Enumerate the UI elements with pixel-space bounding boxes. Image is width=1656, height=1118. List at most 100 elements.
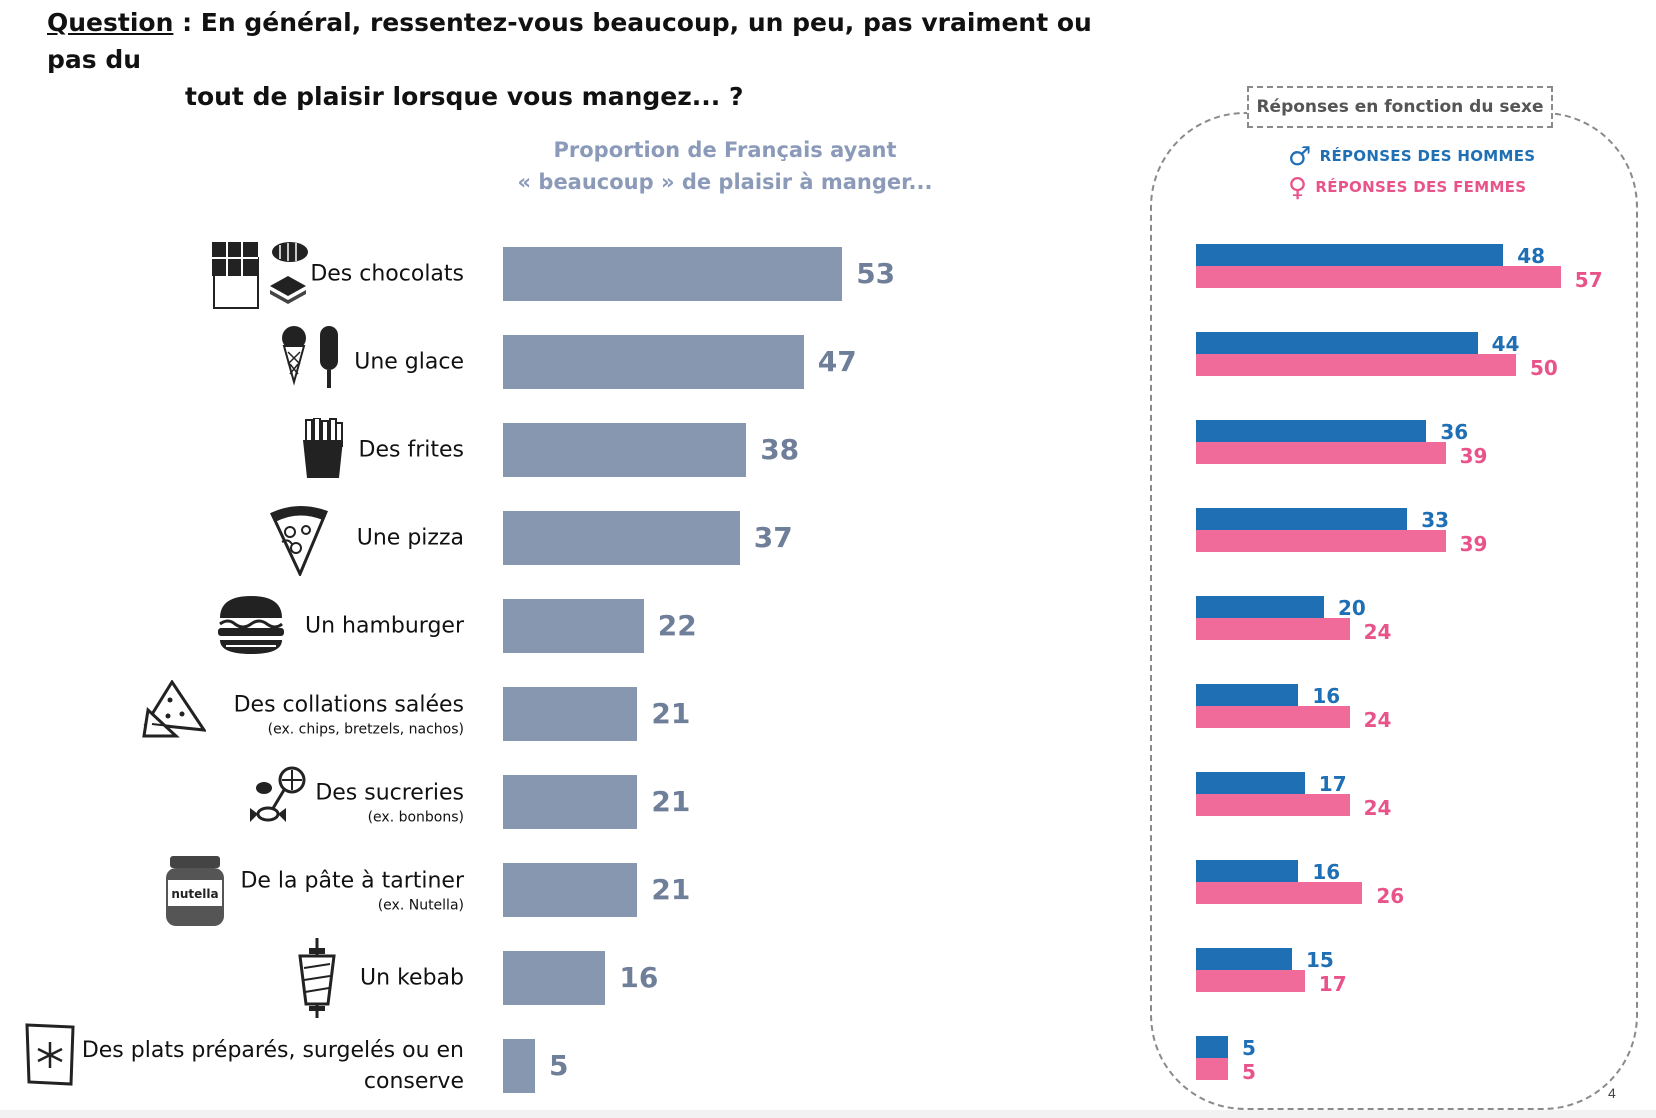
chart-row: Une glace 47 <box>0 318 960 406</box>
men-value-label: 44 <box>1491 332 1520 356</box>
category-note: (ex. chips, bretzels, nachos) <box>267 721 464 738</box>
category-name: Des plats préparés, surgelés ou en conse… <box>81 1038 464 1094</box>
women-bar <box>1196 1058 1228 1080</box>
question-label: Question <box>47 8 174 37</box>
women-bar <box>1196 266 1561 288</box>
ice-cream-icon <box>280 324 344 395</box>
women-value-label: 24 <box>1363 796 1392 820</box>
chart-bar <box>503 951 606 1005</box>
chart-row: Des sucreries (ex. bonbons) 21 <box>0 758 960 846</box>
women-bar <box>1196 530 1446 552</box>
chart-bar <box>503 1039 535 1093</box>
female-symbol-icon: ♀ <box>1288 172 1308 203</box>
candy-icon <box>248 766 308 833</box>
women-bar <box>1196 706 1350 728</box>
data-label: 16 <box>619 961 659 994</box>
category-name: Des frites <box>358 437 464 463</box>
men-value-label: 15 <box>1306 948 1334 972</box>
men-bar <box>1196 244 1504 266</box>
data-label: 37 <box>753 521 793 554</box>
fries-icon <box>300 417 346 485</box>
chart-row: Une pizza 37 <box>0 494 960 582</box>
question-line-1: : En général, ressentez-vous beaucoup, u… <box>47 8 1092 74</box>
hamburger-icon <box>216 594 286 661</box>
men-value-label: 17 <box>1318 772 1347 796</box>
chart-bar <box>503 247 843 301</box>
chart-row: Des plats préparés, surgelés ou en conse… <box>0 1022 960 1110</box>
category-name: Des chocolats <box>310 261 464 287</box>
category-name: De la pâte à tartiner <box>240 868 464 894</box>
women-value-label: 17 <box>1318 972 1347 996</box>
chart-row: nutella De la pâte à tartiner (ex. Nutel… <box>0 846 960 934</box>
men-value-label: 36 <box>1440 420 1469 444</box>
men-value-label: 48 <box>1517 244 1546 268</box>
main-chart-title-line1: Proportion de Français ayant <box>553 138 897 162</box>
men-value-label: 16 <box>1312 684 1341 708</box>
women-bar <box>1196 354 1516 376</box>
men-bar <box>1196 420 1427 442</box>
women-bar <box>1196 442 1446 464</box>
main-chart-title-line2: « beaucoup » de plaisir à manger... <box>517 170 933 194</box>
women-bar <box>1196 970 1305 992</box>
data-label: 21 <box>651 873 691 906</box>
chart-row: Des collations salées (ex. chips, bretze… <box>0 670 960 758</box>
footer-band <box>0 1110 1656 1118</box>
chart-bar <box>503 511 740 565</box>
women-value-label: 39 <box>1459 532 1488 556</box>
category-label: Un hamburger <box>305 611 464 642</box>
question-line-2: tout de plaisir lorsque vous mangez... ? <box>185 82 744 111</box>
category-label: Des collations salées (ex. chips, bretze… <box>234 690 464 739</box>
men-bar <box>1196 772 1305 794</box>
frozen-food-icon <box>24 1022 76 1093</box>
chart-bar <box>503 775 638 829</box>
chart-row: Des chocolats 53 <box>0 230 960 318</box>
chart-bar <box>503 599 644 653</box>
category-label: Un kebab <box>360 963 464 994</box>
category-name: Des collations salées <box>233 692 464 718</box>
men-bar <box>1196 684 1299 706</box>
data-label: 5 <box>549 1049 569 1082</box>
men-bar <box>1196 508 1408 530</box>
category-name: Une glace <box>354 349 464 375</box>
men-value-label: 33 <box>1421 508 1450 532</box>
category-label: Des chocolats <box>310 259 464 290</box>
data-label: 21 <box>651 697 691 730</box>
women-bar <box>1196 794 1350 816</box>
legend-men: ♂ RÉPONSES DES HOMMES <box>1288 144 1536 170</box>
chart-row: Des frites 38 <box>0 406 960 494</box>
chips-icon <box>142 679 208 743</box>
women-value-label: 26 <box>1376 884 1405 908</box>
women-value-label: 24 <box>1363 620 1392 644</box>
svg-text:nutella: nutella <box>171 887 218 901</box>
data-label: 22 <box>657 609 697 642</box>
kebab-icon <box>296 938 338 1023</box>
legend-men-label: RÉPONSES DES HOMMES <box>1319 147 1536 165</box>
men-value-label: 16 <box>1312 860 1341 884</box>
pizza-icon <box>268 502 330 581</box>
men-bar <box>1196 948 1292 970</box>
chart-row: Un hamburger 22 <box>0 582 960 670</box>
women-value-label: 57 <box>1574 268 1603 292</box>
chart-bar <box>503 423 747 477</box>
category-label: Une pizza <box>357 523 464 554</box>
women-bar <box>1196 618 1350 640</box>
men-bar <box>1196 860 1299 882</box>
gender-panel-title: Réponses en fonction du sexe <box>1247 86 1553 128</box>
category-label: Des plats préparés, surgelés ou en conse… <box>74 1035 464 1097</box>
men-bar <box>1196 1036 1228 1058</box>
category-name: Une pizza <box>356 525 464 551</box>
men-value-label: 5 <box>1242 1036 1256 1060</box>
data-label: 21 <box>651 785 691 818</box>
category-label: Une glace <box>354 347 464 378</box>
women-value-label: 5 <box>1242 1060 1256 1084</box>
category-name: Un kebab <box>360 965 464 991</box>
male-symbol-icon: ♂ <box>1288 141 1312 172</box>
men-value-label: 20 <box>1338 596 1366 620</box>
women-value-label: 24 <box>1363 708 1392 732</box>
legend-women: ♀ RÉPONSES DES FEMMES <box>1288 175 1526 201</box>
page-number: 4 <box>1608 1085 1616 1101</box>
data-label: 47 <box>817 345 857 378</box>
chart-row: Un kebab 16 <box>0 934 960 1022</box>
data-label: 53 <box>856 257 896 290</box>
data-label: 38 <box>760 433 800 466</box>
